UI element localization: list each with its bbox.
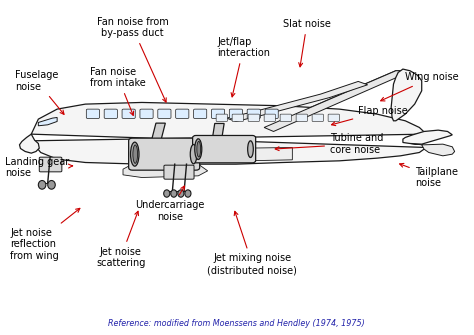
Ellipse shape — [130, 142, 139, 166]
FancyBboxPatch shape — [211, 109, 225, 119]
Polygon shape — [19, 134, 39, 153]
Text: Slat noise: Slat noise — [283, 19, 331, 67]
Polygon shape — [123, 164, 208, 178]
FancyBboxPatch shape — [176, 109, 189, 119]
FancyBboxPatch shape — [296, 114, 308, 122]
FancyBboxPatch shape — [39, 157, 62, 172]
Ellipse shape — [171, 190, 177, 197]
FancyBboxPatch shape — [247, 109, 260, 119]
FancyBboxPatch shape — [104, 109, 118, 119]
FancyBboxPatch shape — [164, 165, 194, 179]
Polygon shape — [38, 118, 57, 126]
Text: Fan noise
from intake: Fan noise from intake — [90, 67, 146, 115]
Text: Jet mixing noise
(distributed noise): Jet mixing noise (distributed noise) — [208, 211, 297, 275]
FancyBboxPatch shape — [158, 109, 171, 119]
Ellipse shape — [197, 141, 201, 157]
Text: Landing gear
noise: Landing gear noise — [5, 157, 73, 178]
FancyBboxPatch shape — [86, 109, 100, 119]
Text: Tubine and
core noise: Tubine and core noise — [275, 133, 383, 155]
Polygon shape — [246, 147, 292, 161]
FancyBboxPatch shape — [193, 109, 207, 119]
Polygon shape — [403, 130, 452, 144]
Text: Fuselage
noise: Fuselage noise — [15, 70, 64, 114]
Polygon shape — [151, 71, 405, 128]
Ellipse shape — [185, 190, 191, 197]
FancyBboxPatch shape — [248, 114, 259, 122]
FancyBboxPatch shape — [216, 114, 228, 122]
Ellipse shape — [38, 181, 46, 189]
FancyBboxPatch shape — [328, 114, 339, 122]
Ellipse shape — [164, 190, 170, 197]
FancyBboxPatch shape — [140, 109, 153, 119]
Polygon shape — [227, 81, 368, 122]
FancyBboxPatch shape — [229, 109, 243, 119]
Text: Undercarriage
noise: Undercarriage noise — [136, 186, 205, 222]
FancyBboxPatch shape — [128, 138, 200, 170]
FancyBboxPatch shape — [192, 135, 255, 163]
Ellipse shape — [48, 181, 55, 189]
Text: Jet noise
scattering: Jet noise scattering — [96, 211, 146, 268]
FancyBboxPatch shape — [122, 109, 135, 119]
FancyBboxPatch shape — [280, 114, 292, 122]
Polygon shape — [151, 123, 165, 141]
Text: Jet noise
reflection
from wing: Jet noise reflection from wing — [10, 208, 80, 261]
FancyBboxPatch shape — [312, 114, 323, 122]
Polygon shape — [212, 124, 224, 138]
FancyBboxPatch shape — [232, 114, 244, 122]
Text: Fan noise from
by-pass duct: Fan noise from by-pass duct — [97, 17, 168, 102]
Polygon shape — [31, 103, 427, 164]
Polygon shape — [410, 143, 455, 156]
Ellipse shape — [247, 141, 253, 157]
Polygon shape — [264, 71, 405, 131]
Text: Wing noise: Wing noise — [381, 72, 459, 101]
FancyBboxPatch shape — [264, 114, 275, 122]
Polygon shape — [391, 69, 422, 121]
FancyBboxPatch shape — [265, 109, 278, 119]
Ellipse shape — [195, 139, 202, 159]
Ellipse shape — [133, 145, 137, 163]
Text: Reference: modified from Moenssens and Hendley (1974, 1975): Reference: modified from Moenssens and H… — [108, 319, 365, 328]
Ellipse shape — [190, 144, 197, 164]
Text: Tailplane
noise: Tailplane noise — [400, 163, 458, 188]
Text: Flap noise: Flap noise — [331, 106, 408, 126]
Ellipse shape — [178, 190, 184, 197]
Text: Jet/flap
interaction: Jet/flap interaction — [217, 37, 270, 97]
